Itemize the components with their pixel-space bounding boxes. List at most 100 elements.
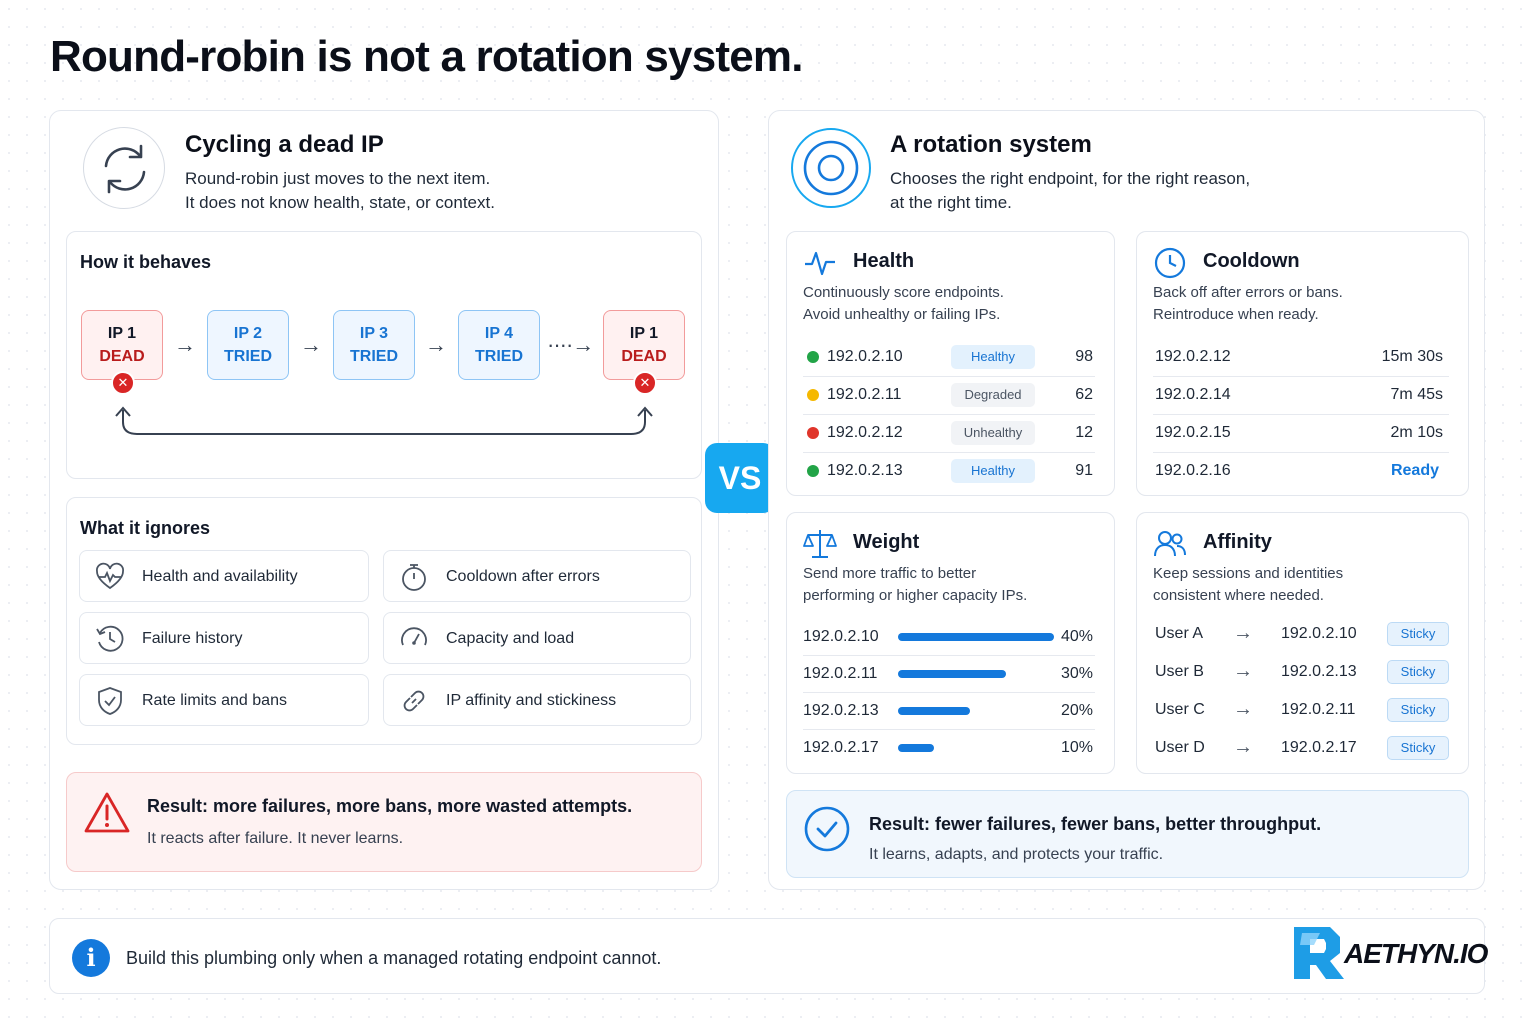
arrow-right-icon: → bbox=[425, 332, 447, 357]
users-icon bbox=[1154, 531, 1186, 557]
ignore-label: IP affinity and stickiness bbox=[446, 692, 617, 709]
cooldown-row: 192.0.2.12 15m 30s bbox=[1153, 338, 1449, 376]
weight-row: 192.0.2.10 40% bbox=[803, 619, 1095, 655]
ip-label: IP 4 bbox=[484, 325, 514, 342]
health-status-badge: Healthy bbox=[951, 345, 1035, 369]
left-panel: Cycling a dead IP Round-robin just moves… bbox=[49, 110, 719, 890]
affinity-user: User C bbox=[1155, 701, 1205, 718]
weight-desc-1: Send more traffic to better bbox=[803, 565, 977, 582]
health-ip: 192.0.2.10 bbox=[827, 348, 903, 365]
ip-label: IP 2 bbox=[233, 325, 263, 342]
weight-ip: 192.0.2.10 bbox=[803, 628, 879, 645]
arrow-right-icon: → bbox=[1233, 660, 1253, 682]
arrow-right-icon: → bbox=[174, 332, 196, 357]
affinity-user: User D bbox=[1155, 739, 1205, 756]
ip-label: IP 1 bbox=[629, 325, 659, 342]
affinity-ip: 192.0.2.13 bbox=[1281, 663, 1357, 680]
weight-bar bbox=[898, 633, 1054, 641]
right-title: A rotation system bbox=[890, 131, 1092, 158]
sticky-badge: Sticky bbox=[1387, 736, 1449, 760]
ignore-health: Health and availability bbox=[79, 550, 369, 602]
health-ip: 192.0.2.13 bbox=[827, 462, 903, 479]
right-panel: A rotation system Chooses the right endp… bbox=[768, 110, 1485, 890]
dotted-arrow-icon: ····→ bbox=[547, 332, 594, 357]
cooldown-desc-1: Back off after errors or bans. bbox=[1153, 284, 1343, 301]
left-desc-2: It does not know health, state, or conte… bbox=[185, 193, 495, 212]
weight-bar bbox=[898, 744, 934, 752]
weight-bar bbox=[898, 707, 970, 715]
cooldown-ip: 192.0.2.12 bbox=[1155, 348, 1231, 365]
affinity-title: Affinity bbox=[1203, 531, 1272, 553]
row-divider bbox=[1153, 376, 1449, 377]
cooldown-ip: 192.0.2.14 bbox=[1155, 386, 1231, 403]
cooldown-card: Cooldown Back off after errors or bans. … bbox=[1136, 231, 1469, 496]
warning-triangle-icon bbox=[84, 792, 130, 833]
status-dot-icon bbox=[807, 465, 819, 477]
ignore-label: Failure history bbox=[142, 630, 243, 647]
health-score: 91 bbox=[1075, 462, 1093, 479]
ignore-label: Health and availability bbox=[142, 568, 298, 585]
affinity-row: User D → 192.0.2.17 Sticky bbox=[1153, 729, 1453, 767]
ignore-label: Cooldown after errors bbox=[446, 568, 600, 585]
cooldown-ip: 192.0.2.16 bbox=[1155, 462, 1231, 479]
cooldown-time: 15m 30s bbox=[1381, 348, 1443, 365]
weight-title: Weight bbox=[853, 531, 920, 553]
heart-pulse-icon bbox=[96, 562, 124, 590]
weight-ip: 192.0.2.17 bbox=[803, 739, 879, 756]
health-row: 192.0.2.11 Degraded 62 bbox=[803, 376, 1095, 414]
error-x-icon: ✕ bbox=[633, 371, 657, 395]
sticky-badge: Sticky bbox=[1387, 660, 1449, 684]
arrow-right-icon: → bbox=[300, 332, 322, 357]
footer-bar: i Build this plumbing only when a manage… bbox=[49, 918, 1485, 994]
row-divider bbox=[803, 655, 1095, 656]
link-icon bbox=[403, 690, 425, 712]
row-divider bbox=[803, 414, 1095, 415]
sticky-badge: Sticky bbox=[1387, 622, 1449, 646]
health-score: 12 bbox=[1075, 424, 1093, 441]
loop-back-arrow-icon bbox=[115, 406, 653, 435]
health-status-badge: Healthy bbox=[951, 459, 1035, 483]
cooldown-time: 2m 10s bbox=[1390, 424, 1443, 441]
ip-box-3: IP 3 TRIED bbox=[333, 310, 415, 380]
weight-percent: 40% bbox=[1060, 628, 1093, 645]
ip-state: TRIED bbox=[475, 348, 523, 365]
check-circle-icon bbox=[804, 806, 850, 852]
shield-check-icon bbox=[98, 687, 122, 715]
health-ip: 192.0.2.11 bbox=[827, 386, 902, 403]
health-score: 98 bbox=[1075, 348, 1093, 365]
sticky-badge: Sticky bbox=[1387, 698, 1449, 722]
cooldown-time: 7m 45s bbox=[1390, 386, 1443, 403]
health-status-badge: Unhealthy bbox=[951, 421, 1035, 445]
weight-row: 192.0.2.13 20% bbox=[803, 693, 1095, 729]
cooldown-row: 192.0.2.15 2m 10s bbox=[1153, 414, 1449, 452]
row-divider bbox=[803, 692, 1095, 693]
weight-desc-2: performing or higher capacity IPs. bbox=[803, 587, 1028, 604]
ignore-failure-history: Failure history bbox=[79, 612, 369, 664]
affinity-user: User B bbox=[1155, 663, 1204, 680]
ignore-cooldown: Cooldown after errors bbox=[383, 550, 691, 602]
left-result-sub: It reacts after failure. It never learns… bbox=[147, 830, 404, 847]
cooldown-row: 192.0.2.14 7m 45s bbox=[1153, 376, 1449, 414]
affinity-ip: 192.0.2.17 bbox=[1281, 739, 1357, 756]
ip-box-5: IP 1 DEAD ✕ bbox=[603, 310, 685, 395]
health-score: 62 bbox=[1075, 386, 1093, 403]
right-result-card: Result: fewer failures, fewer bans, bett… bbox=[786, 790, 1469, 878]
clock-icon bbox=[1154, 247, 1186, 279]
status-dot-icon bbox=[807, 427, 819, 439]
cooldown-row: 192.0.2.16 Ready bbox=[1153, 452, 1449, 490]
right-result-title: Result: fewer failures, fewer bans, bett… bbox=[869, 814, 1322, 834]
arrow-right-icon: → bbox=[1233, 698, 1253, 720]
arrow-right-icon: → bbox=[1233, 622, 1253, 644]
weight-ip: 192.0.2.13 bbox=[803, 702, 879, 719]
right-desc-2: at the right time. bbox=[890, 193, 1012, 212]
row-divider bbox=[1153, 414, 1449, 415]
weight-percent: 10% bbox=[1060, 739, 1093, 756]
health-status-badge: Degraded bbox=[951, 383, 1035, 407]
health-row: 192.0.2.10 Healthy 98 bbox=[803, 338, 1095, 376]
arrow-right-icon: → bbox=[1233, 736, 1253, 758]
pulse-icon bbox=[805, 251, 835, 276]
cooldown-ip: 192.0.2.15 bbox=[1155, 424, 1231, 441]
weight-card: Weight Send more traffic to better perfo… bbox=[786, 512, 1115, 774]
weight-row: 192.0.2.17 10% bbox=[803, 730, 1095, 766]
affinity-row: User B → 192.0.2.13 Sticky bbox=[1153, 653, 1453, 691]
